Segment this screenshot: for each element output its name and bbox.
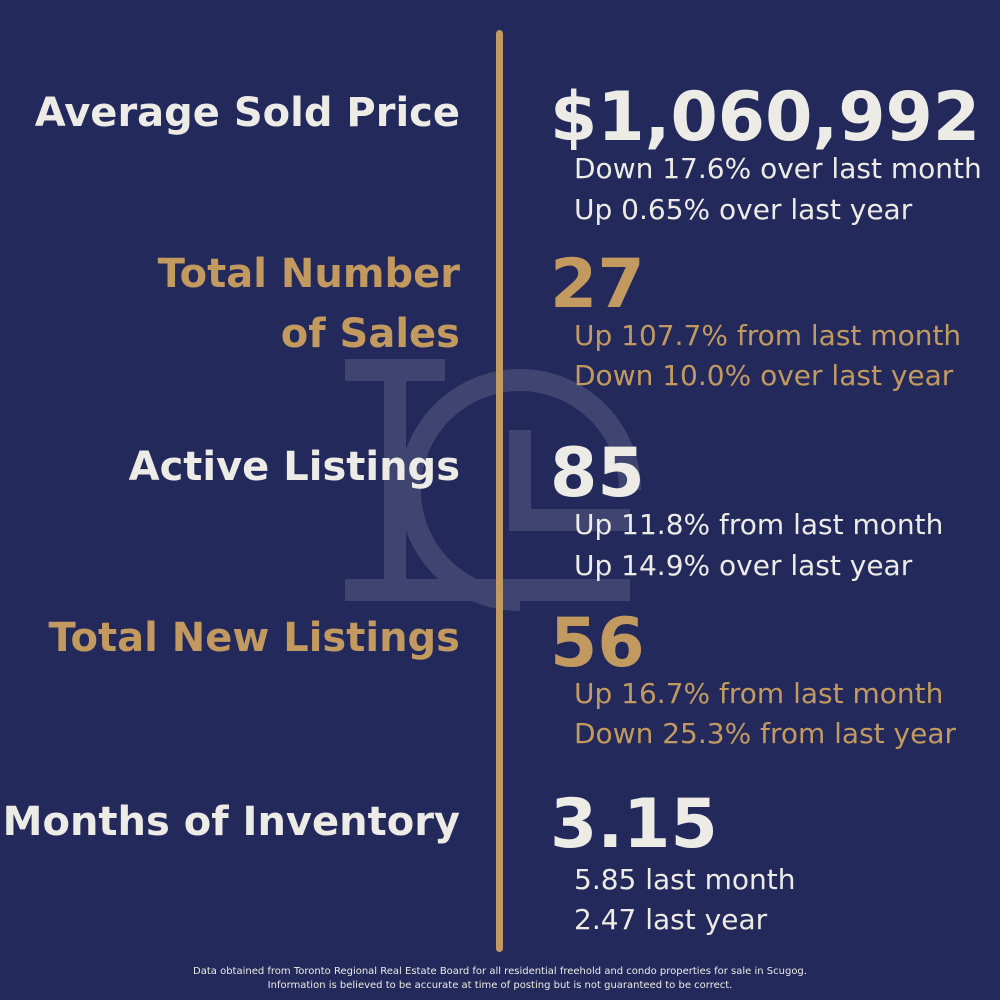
metric-change-year-average-sold-price: Up 0.65% over last year — [574, 193, 913, 226]
footer-line-2: Information is believed to be accurate a… — [267, 980, 733, 991]
metric-label-total-sales-line1: Total Number — [157, 251, 460, 297]
footer-disclaimer: Data obtained from Toronto Regional Real… — [0, 965, 1000, 993]
metric-value-average-sold-price: $1,060,992 — [550, 78, 981, 157]
footer-line-1: Data obtained from Toronto Regional Real… — [193, 966, 807, 977]
center-divider — [496, 30, 503, 952]
metric-change-year-total-new-listings: Down 25.3% from last year — [574, 717, 957, 750]
metric-label-active-listings: Active Listings — [128, 444, 460, 490]
lc-monogram-icon — [345, 359, 641, 611]
metric-value-active-listings: 85 — [550, 434, 645, 513]
metric-change-year-active-listings: Up 14.9% over last year — [574, 549, 913, 582]
metric-last-month-months-of-inventory: 5.85 last month — [574, 863, 796, 896]
metric-value-months-of-inventory: 3.15 — [550, 785, 718, 864]
metric-change-month-total-new-listings: Up 16.7% from last month — [574, 677, 944, 710]
metric-value-total-new-listings: 56 — [550, 604, 645, 683]
metric-last-year-months-of-inventory: 2.47 last year — [574, 903, 768, 936]
metric-label-total-new-listings: Total New Listings — [48, 615, 460, 661]
metric-change-year-total-sales: Down 10.0% over last year — [574, 359, 954, 392]
metric-label-average-sold-price: Average Sold Price — [34, 90, 460, 136]
metric-change-month-total-sales: Up 107.7% from last month — [574, 319, 962, 352]
metric-value-total-sales: 27 — [550, 245, 645, 324]
metric-change-month-average-sold-price: Down 17.6% over last month — [574, 152, 982, 185]
metric-change-month-active-listings: Up 11.8% from last month — [574, 508, 944, 541]
metric-label-total-sales-line2: of Sales — [280, 311, 460, 357]
metric-label-months-of-inventory: Months of Inventory — [2, 799, 460, 845]
